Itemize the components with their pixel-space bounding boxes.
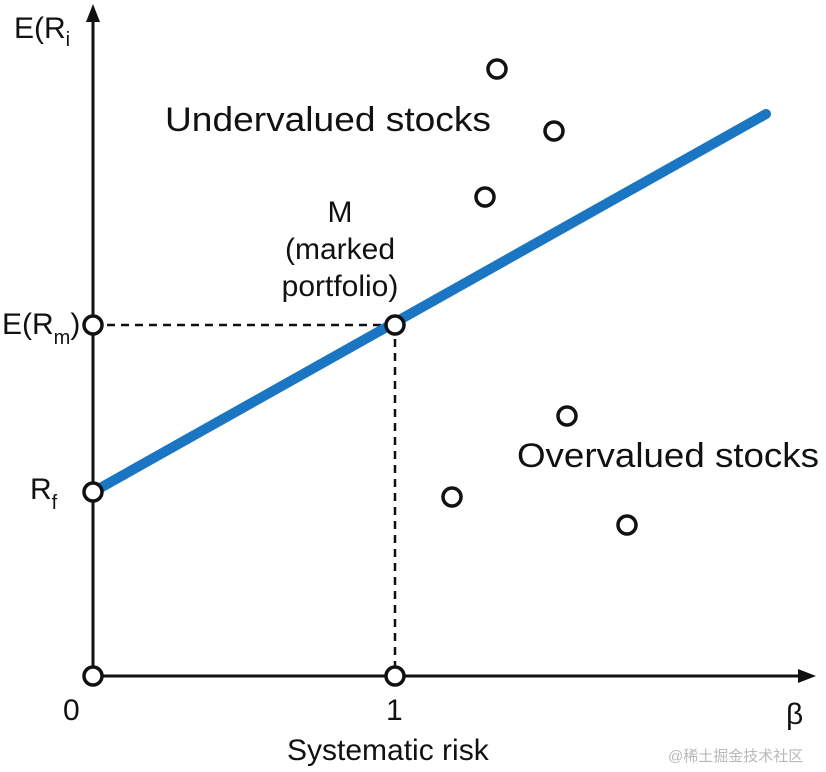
rf-label: Rf	[30, 473, 58, 514]
market-point-label-line1: M	[328, 196, 353, 229]
overvalued-stock-point	[441, 486, 463, 508]
rf-point	[82, 481, 104, 503]
market-point-label-line3: portfolio)	[282, 270, 399, 303]
undervalued-region-label: Undervalued stocks	[165, 101, 491, 139]
erm-label: E(Rm)	[2, 308, 80, 349]
x-tick-label-one: 1	[386, 694, 403, 727]
x-axis-title: Systematic risk	[287, 734, 490, 767]
market-portfolio-point	[384, 314, 406, 336]
overvalued-stock-point	[556, 405, 578, 427]
origin-point	[82, 665, 104, 687]
beta-one-point	[384, 665, 406, 687]
overvalued-stock-point	[616, 514, 638, 536]
undervalued-stock-point	[486, 58, 508, 80]
x-axis-symbol: β	[786, 698, 803, 731]
watermark: @稀土掘金技术社区	[668, 748, 803, 765]
market-point-label-line2: (marked	[285, 233, 395, 266]
erm-point	[82, 314, 104, 336]
y-axis-label: E(Ri	[14, 12, 70, 51]
security-market-line	[88, 109, 771, 497]
y-axis-arrowhead	[86, 4, 100, 22]
origin-label: 0	[63, 694, 80, 727]
undervalued-stock-point	[543, 120, 565, 142]
x-axis-arrowhead	[798, 669, 816, 683]
overvalued-region-label: Overvalued stocks	[517, 437, 819, 475]
undervalued-stock-point	[474, 186, 496, 208]
